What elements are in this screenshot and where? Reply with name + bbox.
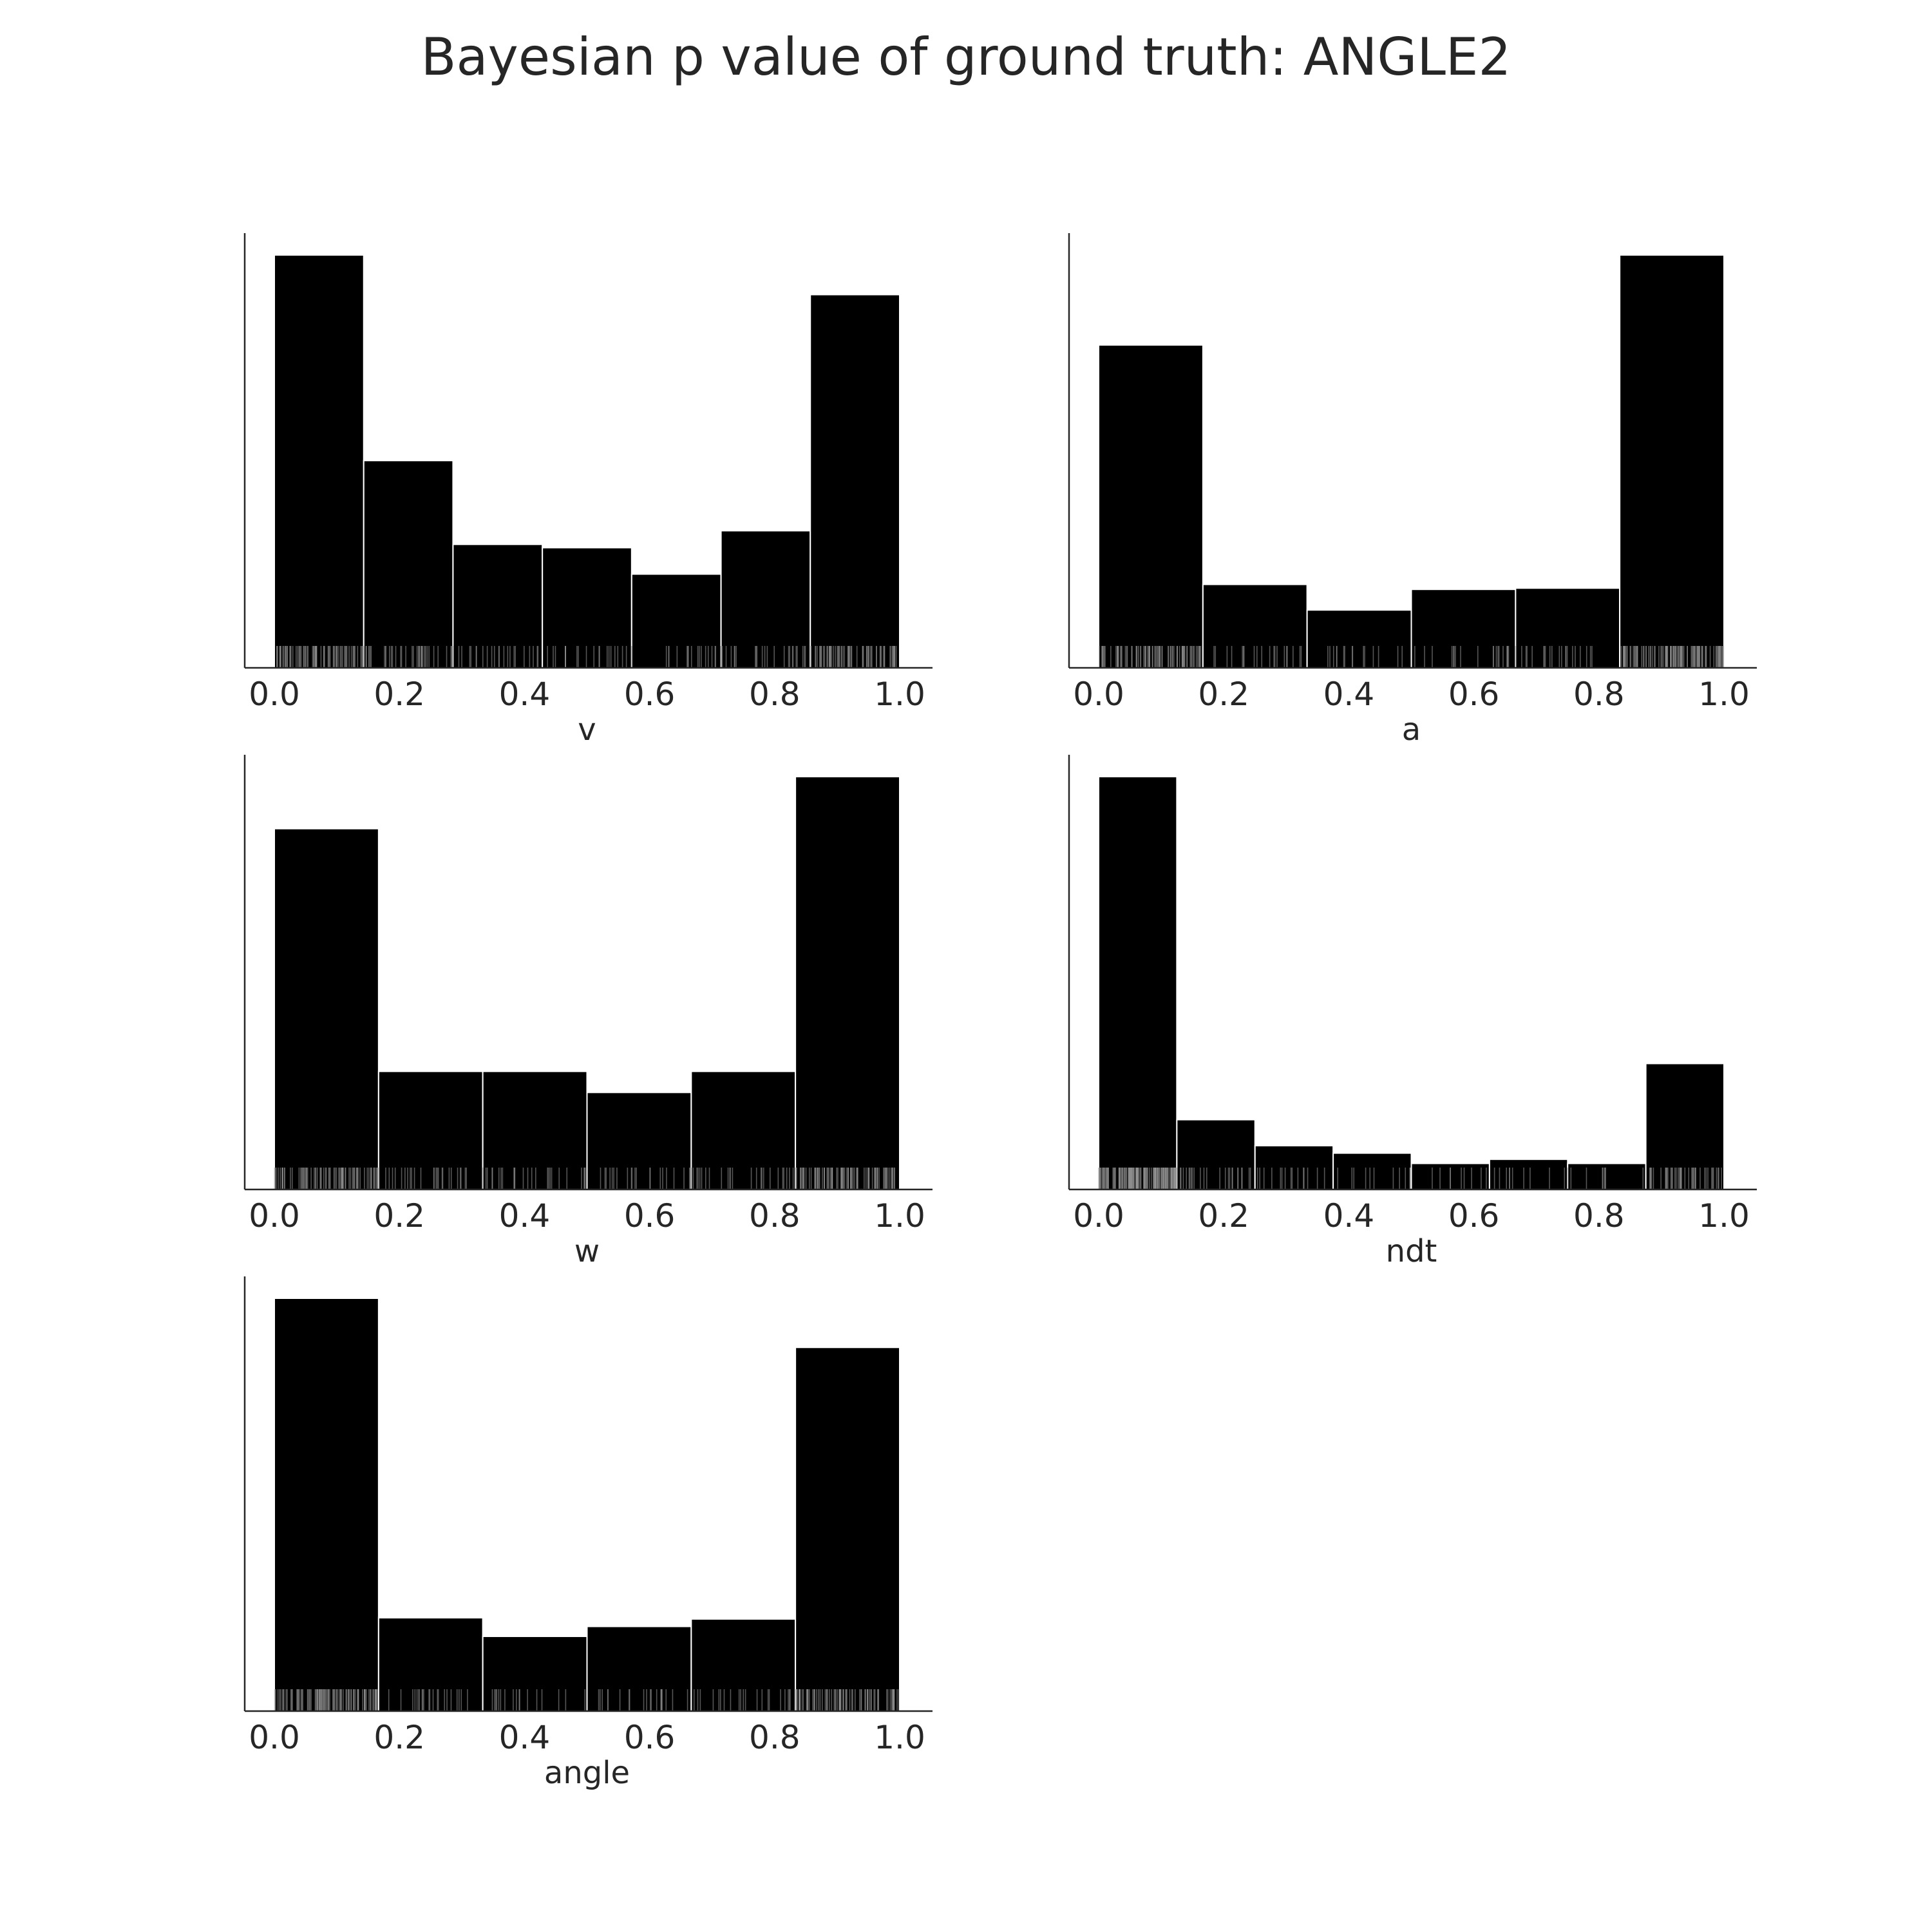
x-tick-label: 1.0 [1698, 1197, 1750, 1235]
histogram-v-plot: 0.0 0.2 0.4 0.6 0.8 1.0 v [243, 233, 933, 748]
histogram-bar [690, 1070, 797, 1191]
x-tick-label: 0.8 [749, 1719, 800, 1756]
x-tick-label: 0.6 [624, 676, 676, 713]
x-tick-label: 1.0 [874, 676, 925, 713]
histogram-bar [274, 254, 365, 668]
x-tick-label: 0.8 [749, 1197, 800, 1235]
histogram-bar [795, 776, 900, 1190]
histogram-bar [1306, 609, 1412, 669]
x-axis-label: angle [544, 1755, 630, 1791]
x-axis-label: v [578, 712, 596, 748]
x-tick-label: 0.6 [624, 1197, 676, 1235]
x-tick-label: 0.2 [1198, 676, 1249, 713]
histogram-bar [274, 828, 379, 1191]
rug-plot [274, 1168, 895, 1189]
x-tick-label: 0.0 [1073, 1197, 1124, 1235]
x-tick-label: 0.2 [374, 1719, 425, 1756]
histogram-bar [1202, 583, 1308, 668]
histogram-panel-ndt: 0.0 0.2 0.4 0.6 0.8 1.0 ndt [1056, 747, 1790, 1275]
x-tick-label: 1.0 [874, 1197, 925, 1235]
histogram-w-plot: 0.0 0.2 0.4 0.6 0.8 1.0 w [243, 755, 933, 1269]
histogram-bar [452, 544, 544, 668]
histogram-bar [720, 530, 811, 668]
x-tick-label: 0.0 [249, 1719, 300, 1756]
x-axis-label: w [574, 1233, 600, 1269]
histogram-bar [1488, 1159, 1569, 1190]
x-axis-label: ndt [1386, 1233, 1437, 1269]
x-tick-label: 0.0 [249, 676, 300, 713]
histogram-bar [542, 547, 632, 668]
x-axis-label: a [1402, 712, 1421, 748]
x-tick-label: 0.8 [749, 676, 800, 713]
histogram-bar [1098, 776, 1178, 1190]
rug-plot [1099, 646, 1725, 668]
histogram-bar [1619, 254, 1725, 668]
histogram-bar [810, 294, 900, 668]
histogram-bar [630, 573, 722, 668]
x-tick-label: 0.0 [1073, 676, 1124, 713]
x-tick-label: 0.2 [374, 1197, 425, 1235]
figure-title: Bayesian p value of ground truth: ANGLE2 [421, 27, 1511, 87]
x-tick-label: 0.4 [1323, 1197, 1375, 1235]
x-tick-label: 1.0 [1698, 676, 1750, 713]
x-tick-label: 0.8 [1573, 676, 1625, 713]
histogram-bar [586, 1625, 692, 1712]
x-tick-label: 0.2 [1198, 1197, 1249, 1235]
x-tick-label: 1.0 [874, 1719, 925, 1756]
x-tick-label: 0.6 [1448, 676, 1500, 713]
histogram-panel-w: 0.0 0.2 0.4 0.6 0.8 1.0 w [232, 747, 966, 1275]
rug-plot [274, 1689, 900, 1711]
x-tick-label: 0.8 [1573, 1197, 1625, 1235]
x-tick-label: 0.4 [499, 1719, 551, 1756]
histogram-bar [363, 460, 454, 668]
histogram-panel-v: 0.0 0.2 0.4 0.6 0.8 1.0 v [232, 225, 966, 753]
x-tick-label: 0.4 [499, 1197, 551, 1235]
histogram-angle-plot: 0.0 0.2 0.4 0.6 0.8 1.0 angle [243, 1276, 933, 1791]
histogram-bar [1332, 1152, 1412, 1190]
histogram-bar [274, 1298, 379, 1712]
histogram-panel-a: 0.0 0.2 0.4 0.6 0.8 1.0 a [1056, 225, 1790, 753]
rug-plot [276, 646, 897, 668]
histogram-a-plot: 0.0 0.2 0.4 0.6 0.8 1.0 a [1068, 233, 1757, 748]
histogram-bar [1176, 1119, 1256, 1191]
histogram-bar [586, 1092, 692, 1190]
x-tick-label: 0.0 [249, 1197, 300, 1235]
x-tick-label: 0.2 [374, 676, 425, 713]
histogram-panel-angle: 0.0 0.2 0.4 0.6 0.8 1.0 angle [232, 1269, 966, 1797]
x-tick-label: 0.6 [1448, 1197, 1500, 1235]
histogram-bar [1254, 1145, 1334, 1191]
histogram-bar [377, 1617, 484, 1712]
x-tick-label: 0.4 [1323, 676, 1375, 713]
histogram-ndt-plot: 0.0 0.2 0.4 0.6 0.8 1.0 ndt [1068, 755, 1757, 1269]
rug-plot [1098, 1168, 1722, 1189]
histogram-bar [1410, 589, 1517, 669]
histogram-bar [1567, 1162, 1647, 1191]
histogram-bar [377, 1070, 484, 1191]
x-tick-label: 0.6 [624, 1719, 676, 1756]
x-tick-label: 0.4 [499, 676, 551, 713]
histogram-bar [795, 1347, 900, 1712]
histogram-bar [482, 1070, 588, 1191]
histogram-bar [1098, 344, 1204, 668]
